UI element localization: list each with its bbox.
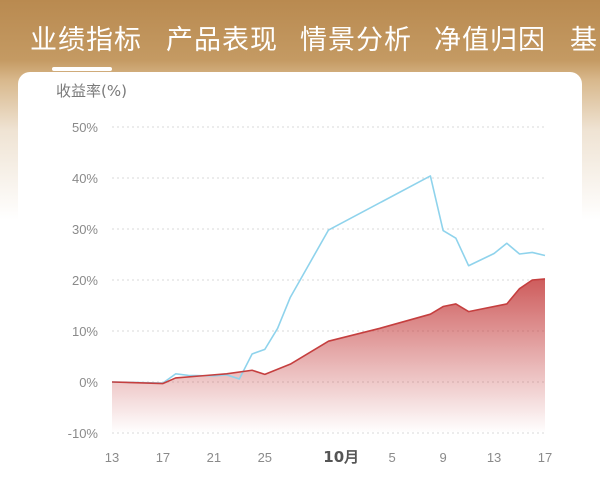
x-tick-label: 17: [538, 450, 552, 465]
x-tick-label: 10月: [323, 448, 359, 466]
y-tick-label: 50%: [72, 120, 98, 135]
y-axis-ticks: 50% 40% 30% 20% 10% 0% -10%: [68, 120, 99, 441]
x-tick-label: 5: [389, 450, 396, 465]
fund-area-fill: [112, 278, 545, 433]
y-tick-label: 40%: [72, 171, 98, 186]
y-tick-label: 30%: [72, 222, 98, 237]
x-tick-label: 13: [105, 450, 119, 465]
y-axis-title: 收益率(%): [56, 82, 127, 100]
x-tick-label: 13: [487, 450, 501, 465]
x-tick-label: 21: [207, 450, 221, 465]
tab-bar: 业绩指标 产品表现 情景分析 净值归因 基: [0, 0, 600, 72]
tab-scenario-analysis[interactable]: 情景分析: [300, 25, 412, 56]
fund-series-line: [111, 278, 546, 385]
tab-product-performance[interactable]: 产品表现: [166, 25, 278, 56]
y-tick-label: 0%: [79, 375, 98, 390]
tab-performance-metrics[interactable]: 业绩指标: [30, 25, 142, 56]
x-tick-label: 9: [440, 450, 447, 465]
tab-partial-next[interactable]: 基: [570, 25, 598, 56]
x-tick-label: 25: [258, 450, 272, 465]
tab-nav-attribution[interactable]: 净值归因: [434, 25, 546, 56]
series-layer: [111, 175, 546, 433]
x-tick-label: 17: [156, 450, 170, 465]
x-axis-ticks: 13 17 21 25 10月 5 9 13 17: [105, 448, 552, 466]
y-tick-label: 10%: [72, 324, 98, 339]
active-tab-indicator: [52, 67, 112, 71]
y-tick-label: 20%: [72, 273, 98, 288]
y-tick-label: -10%: [68, 426, 99, 441]
